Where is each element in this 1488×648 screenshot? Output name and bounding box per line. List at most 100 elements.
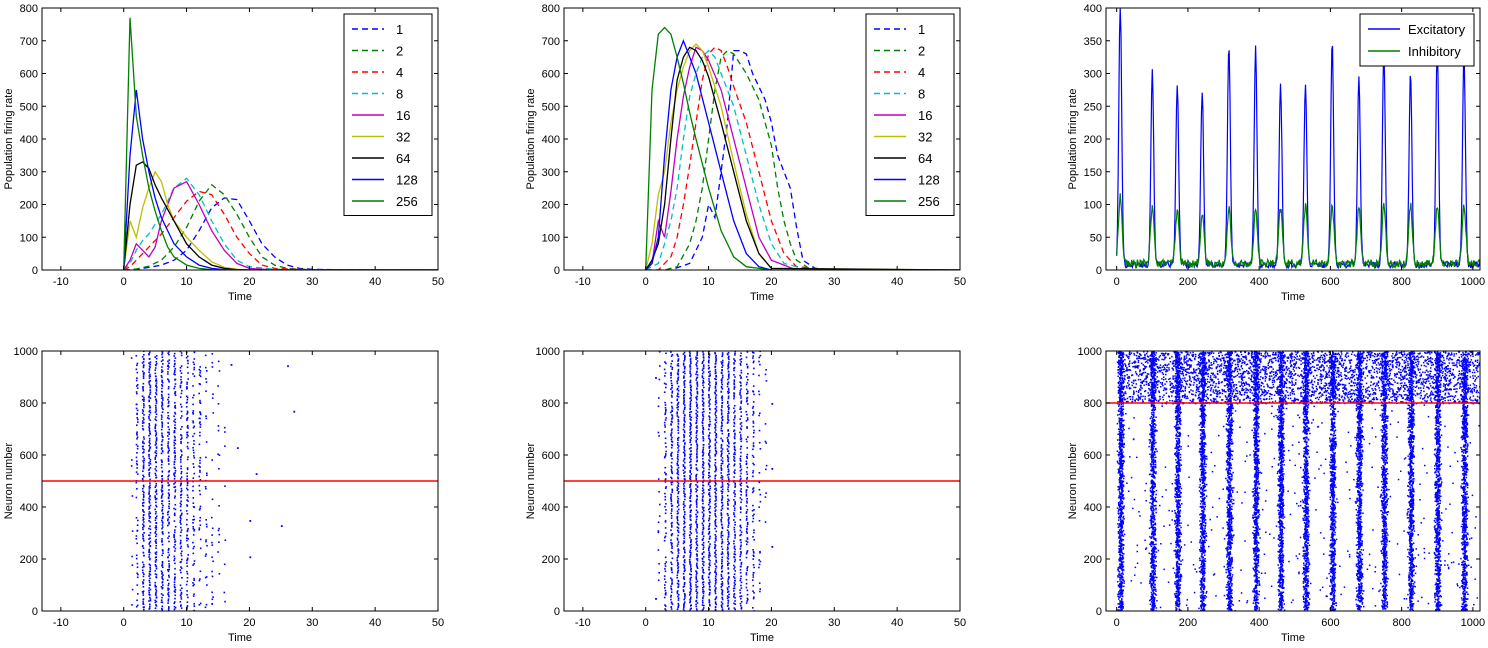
spike-point <box>199 469 201 472</box>
spike-point <box>192 526 194 528</box>
spike-point <box>142 519 144 521</box>
spike-point <box>167 591 170 594</box>
spike-point <box>740 397 742 399</box>
spike-point <box>168 563 170 565</box>
spike-point <box>1472 377 1475 379</box>
spike-point <box>148 368 151 370</box>
spike-point <box>1196 384 1198 386</box>
spike-point <box>1128 377 1131 379</box>
spike-point <box>1439 356 1441 358</box>
spike-point <box>1284 361 1286 363</box>
spike-point <box>683 434 685 436</box>
spike-point <box>690 573 693 576</box>
spike-point <box>149 573 152 576</box>
spike-point <box>1157 380 1159 382</box>
spike-point <box>193 432 196 435</box>
spike-point <box>205 553 207 555</box>
spike-point <box>709 420 711 423</box>
spike-point <box>1163 376 1165 378</box>
spike-point <box>1210 364 1212 366</box>
spike-point <box>682 353 685 355</box>
spike-point <box>683 592 686 595</box>
spike-point <box>727 438 729 441</box>
spike-point <box>167 551 170 554</box>
spike-point <box>655 377 657 379</box>
spike-point <box>708 425 711 428</box>
spike-point <box>167 471 170 473</box>
spike-point <box>727 434 730 436</box>
spike-point <box>759 590 761 593</box>
spike-point <box>727 389 730 391</box>
spike-point <box>747 390 749 393</box>
spike-point <box>714 465 717 468</box>
spike-point <box>677 436 680 439</box>
spike-point <box>683 404 686 406</box>
spike-point <box>695 436 697 439</box>
spike-point <box>167 608 170 610</box>
spike-point <box>143 398 145 401</box>
spike-point <box>677 403 679 405</box>
spike-point <box>155 591 157 594</box>
spike-point <box>180 372 183 374</box>
spike-point <box>168 595 170 598</box>
spike-point <box>702 413 704 416</box>
spike-point <box>142 416 145 419</box>
spike-point <box>740 434 742 436</box>
spike-point <box>142 563 145 566</box>
spike-point <box>677 355 679 358</box>
spike-point <box>676 574 679 577</box>
spike-point <box>689 372 691 374</box>
spike-point <box>677 471 679 474</box>
spike-point <box>180 476 183 478</box>
spike-point <box>746 399 748 402</box>
spike-point <box>696 494 698 497</box>
spike-point <box>727 521 730 523</box>
spike-point <box>1270 412 1273 415</box>
spike-point <box>1122 382 1124 384</box>
spike-point <box>167 496 170 499</box>
spike-point <box>702 377 705 380</box>
spike-point <box>677 552 680 554</box>
spike-point <box>739 423 742 425</box>
legend-entry: 256 <box>918 194 940 209</box>
spike-point <box>1218 434 1220 437</box>
spike-point <box>709 589 711 591</box>
spike-point <box>708 400 710 402</box>
spike-point <box>690 447 692 449</box>
spike-point <box>733 540 735 542</box>
spike-point <box>720 499 723 501</box>
spike-point <box>701 493 704 495</box>
spike-point <box>149 577 151 580</box>
spike-point <box>168 433 170 435</box>
spike-point <box>683 516 685 519</box>
spike-point <box>684 453 686 456</box>
spike-point <box>708 401 710 404</box>
spike-point <box>727 551 729 553</box>
spike-point <box>1474 364 1476 366</box>
spike-point <box>689 386 692 389</box>
y-tick-label: 700 <box>542 36 560 48</box>
spike-point <box>689 581 691 583</box>
spike-point <box>702 495 704 497</box>
spike-point <box>676 399 678 401</box>
spike-point <box>740 437 743 440</box>
spike-point <box>720 429 723 432</box>
spike-point <box>173 581 176 583</box>
spike-point <box>733 359 736 362</box>
spike-point <box>670 601 673 603</box>
spike-point <box>1245 358 1248 361</box>
spike-point <box>677 482 680 485</box>
y-tick-label: 100 <box>20 232 38 244</box>
spike-point <box>149 581 151 584</box>
spike-point <box>740 541 742 544</box>
spike-point <box>186 398 189 401</box>
spike-point <box>1350 381 1353 383</box>
spike-point <box>1456 360 1458 362</box>
spike-point <box>671 354 674 356</box>
spike-point <box>695 397 698 400</box>
spike-point <box>1159 606 1162 609</box>
spike-point <box>670 591 673 593</box>
spike-point <box>1441 355 1444 358</box>
spike-point <box>1460 398 1463 401</box>
spike-point <box>739 465 742 467</box>
